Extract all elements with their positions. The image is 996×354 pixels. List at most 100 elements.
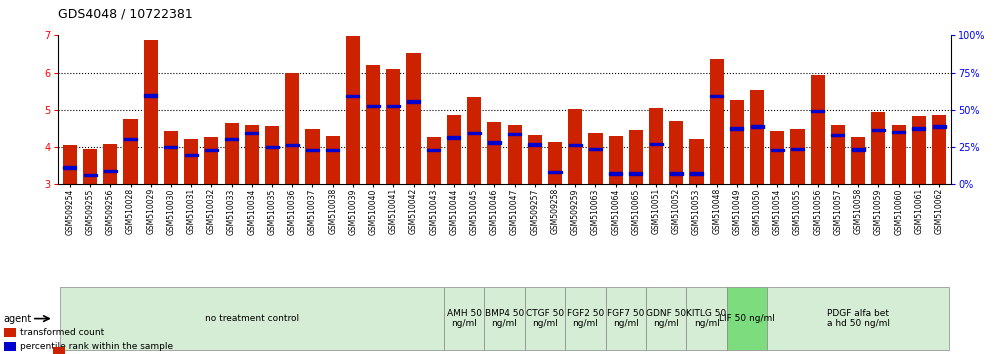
FancyBboxPatch shape — [60, 287, 444, 350]
Text: transformed count: transformed count — [20, 329, 105, 337]
Bar — [164, 146, 177, 148]
Bar — [447, 136, 460, 139]
Bar — [932, 115, 946, 184]
Bar — [347, 95, 360, 97]
Bar — [872, 112, 885, 184]
Text: GDNF 50
ng/ml: GDNF 50 ng/ml — [646, 309, 686, 328]
Bar — [184, 154, 197, 156]
Bar — [245, 125, 259, 184]
Bar — [508, 133, 521, 135]
Bar — [750, 90, 764, 184]
Bar — [407, 100, 420, 103]
FancyBboxPatch shape — [606, 287, 646, 350]
Bar — [811, 75, 825, 184]
Bar — [184, 139, 198, 184]
Bar — [610, 172, 622, 175]
Bar — [770, 131, 785, 184]
Text: LIF 50 ng/ml: LIF 50 ng/ml — [719, 314, 775, 323]
Bar — [83, 149, 98, 184]
FancyBboxPatch shape — [525, 287, 565, 350]
Bar — [832, 134, 845, 136]
Text: BMP4 50
ng/ml: BMP4 50 ng/ml — [485, 309, 524, 328]
Text: PDGF alfa bet
a hd 50 ng/ml: PDGF alfa bet a hd 50 ng/ml — [827, 309, 889, 328]
Bar — [426, 137, 441, 184]
Bar — [4, 342, 16, 351]
Bar — [386, 105, 399, 107]
Bar — [549, 171, 562, 173]
Bar — [689, 139, 703, 184]
Bar — [771, 149, 784, 151]
FancyBboxPatch shape — [444, 287, 484, 350]
Bar — [104, 144, 118, 184]
Bar — [568, 109, 583, 184]
FancyBboxPatch shape — [484, 287, 525, 350]
Bar — [690, 172, 703, 175]
Bar — [508, 125, 522, 184]
Bar — [528, 143, 541, 145]
Bar — [306, 149, 319, 151]
Bar — [245, 132, 258, 134]
Bar — [285, 73, 300, 184]
FancyBboxPatch shape — [686, 287, 727, 350]
Bar — [84, 173, 97, 176]
Bar — [912, 127, 925, 130]
Bar — [265, 126, 279, 184]
Text: FGF7 50
ng/ml: FGF7 50 ng/ml — [608, 309, 644, 328]
Bar — [224, 123, 239, 184]
FancyBboxPatch shape — [646, 287, 686, 350]
Text: agent: agent — [3, 314, 31, 324]
Bar — [669, 121, 683, 184]
Bar — [528, 135, 542, 184]
Bar — [225, 137, 238, 140]
Bar — [892, 131, 905, 133]
Bar — [932, 125, 945, 128]
Bar — [367, 105, 379, 107]
Bar — [791, 129, 805, 184]
Bar — [164, 131, 178, 184]
Text: FGF2 50
ng/ml: FGF2 50 ng/ml — [567, 309, 604, 328]
Bar — [609, 136, 622, 184]
Bar — [791, 148, 804, 150]
Bar — [64, 166, 77, 169]
Bar — [326, 149, 340, 151]
Bar — [569, 144, 582, 146]
Bar — [710, 95, 723, 97]
Bar — [669, 172, 683, 175]
Bar — [487, 122, 501, 184]
Text: AMH 50
ng/ml: AMH 50 ng/ml — [446, 309, 481, 328]
Bar — [63, 145, 77, 184]
Bar — [891, 125, 905, 184]
Bar — [649, 143, 662, 145]
Bar — [751, 125, 764, 128]
Bar — [204, 137, 218, 184]
Bar — [649, 108, 663, 184]
Text: percentile rank within the sample: percentile rank within the sample — [20, 342, 173, 351]
Bar — [386, 69, 400, 184]
Text: no treatment control: no treatment control — [205, 314, 299, 323]
Bar — [467, 97, 481, 184]
Bar — [326, 136, 340, 184]
Bar — [143, 40, 157, 184]
Bar — [709, 59, 724, 184]
Text: GDS4048 / 10722381: GDS4048 / 10722381 — [58, 7, 192, 20]
Bar — [911, 116, 926, 184]
Bar — [306, 129, 320, 184]
Bar — [104, 170, 117, 172]
Bar — [852, 137, 866, 184]
Bar — [266, 146, 279, 148]
Bar — [406, 53, 420, 184]
Bar — [812, 110, 825, 112]
Bar — [852, 148, 865, 151]
Bar — [447, 115, 461, 184]
Bar — [346, 36, 360, 184]
Bar — [488, 141, 501, 144]
Bar — [831, 125, 845, 184]
Bar — [4, 329, 16, 337]
Bar — [628, 130, 643, 184]
Bar — [124, 137, 137, 140]
Bar — [427, 149, 440, 151]
Bar — [730, 127, 743, 130]
Bar — [124, 119, 137, 184]
Bar — [468, 132, 481, 134]
Bar — [144, 95, 157, 97]
